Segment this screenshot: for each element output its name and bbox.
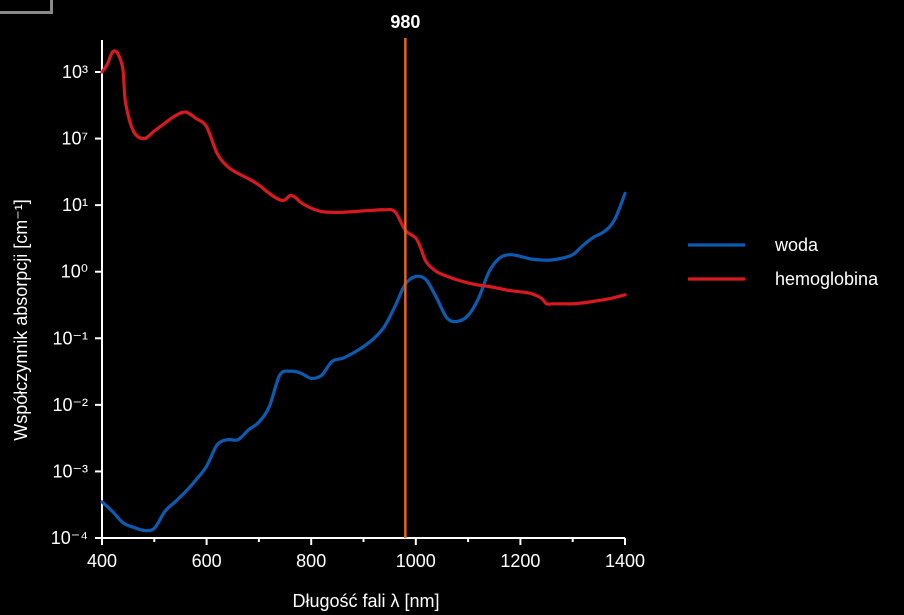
y-tick-label: 10⁻³ — [52, 461, 88, 481]
corner-frame-decoration — [0, 0, 53, 14]
legend-label-hemoglobina: hemoglobina — [775, 269, 879, 289]
y-tick-label: 10¹ — [62, 195, 88, 215]
series-layer — [100, 49, 627, 533]
marker-label-980: 980 — [390, 12, 420, 32]
axes — [95, 40, 626, 545]
legend-label-woda: woda — [774, 235, 819, 255]
y-tick-label: 10⁻² — [52, 395, 88, 415]
x-tick-label: 800 — [296, 551, 326, 571]
marker-layer: 980 — [390, 12, 420, 538]
y-tick-label: 10³ — [62, 62, 88, 82]
x-tick-label: 400 — [87, 551, 117, 571]
legend: woda hemoglobina — [688, 235, 879, 289]
x-tick-label: 600 — [192, 551, 222, 571]
x-tick-label: 1400 — [605, 551, 645, 571]
x-tick-label: 1000 — [396, 551, 436, 571]
y-tick-label: 10⁷ — [61, 129, 88, 149]
series-line-hemoglobina — [100, 49, 627, 306]
x-axis-title: Długość fali λ [nm] — [292, 591, 439, 611]
tick-labels: 400 600 800 1000 1200 1400 10⁻⁴ 10⁻³ 10⁻² 10⁻¹ 10⁰… — [51, 62, 645, 571]
x-tick-label: 1200 — [500, 551, 540, 571]
y-tick-label: 10⁰ — [61, 262, 88, 282]
y-tick-label: 10⁻¹ — [52, 328, 88, 348]
y-axis-title: Współczynnik absorpcji [cm⁻¹] — [11, 199, 31, 441]
series-line-woda — [100, 191, 627, 533]
y-tick-label: 10⁻⁴ — [51, 528, 88, 548]
